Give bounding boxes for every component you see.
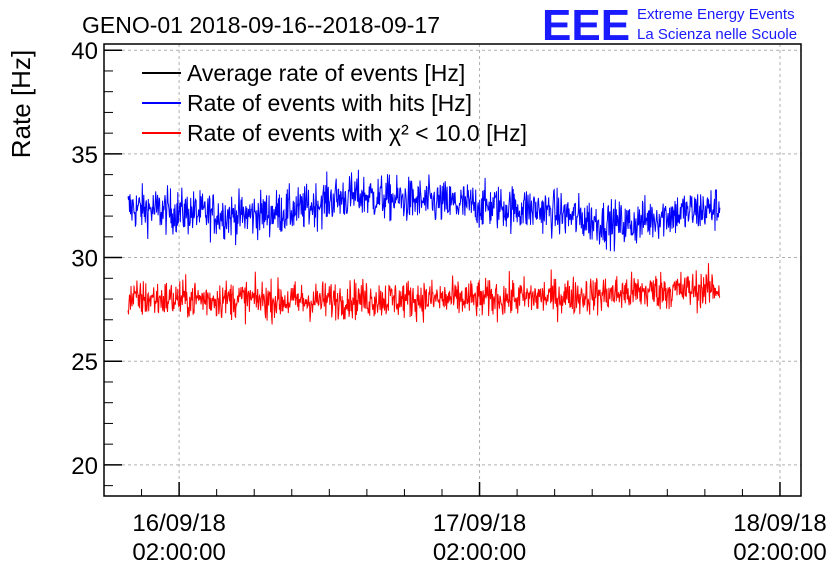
logo-mark: EEE	[542, 1, 630, 50]
series-line-2	[127, 263, 721, 325]
chart-title: GENO-01 2018-09-16--2018-09-17	[82, 12, 440, 38]
y-tick-label: 25	[71, 349, 98, 376]
logo-line-2: La Scienza nelle Scuole	[637, 26, 797, 43]
x-tick-label-date: 16/09/18	[132, 510, 225, 537]
grid	[104, 44, 801, 496]
logo-line-1: Extreme Energy Events	[637, 6, 795, 23]
legend: Average rate of events [Hz] Rate of even…	[142, 60, 527, 146]
x-tick-label-time: 02:00:00	[433, 539, 526, 566]
y-axis-label: Rate [Hz]	[6, 50, 36, 158]
x-tick-label-date: 18/09/18	[733, 510, 826, 537]
axes: 202530354016/09/1802:00:0017/09/1802:00:…	[71, 38, 826, 566]
x-tick-label-time: 02:00:00	[733, 539, 826, 566]
plot-frame	[103, 43, 802, 497]
x-tick-label-time: 02:00:00	[132, 539, 225, 566]
y-tick-label: 35	[71, 142, 98, 169]
legend-label-hits: Rate of events with hits [Hz]	[187, 90, 472, 116]
legend-label-chi2: Rate of events with χ² < 10.0 [Hz]	[187, 120, 527, 146]
eee-logo: EEE Extreme Energy Events La Scienza nel…	[542, 1, 797, 50]
y-tick-label: 40	[71, 38, 98, 65]
data-layer	[127, 169, 721, 325]
y-tick-label: 30	[71, 246, 98, 273]
legend-label-average: Average rate of events [Hz]	[187, 60, 465, 86]
x-tick-label-date: 17/09/18	[433, 510, 526, 537]
y-tick-label: 20	[71, 453, 98, 480]
series-line-1	[127, 169, 721, 252]
